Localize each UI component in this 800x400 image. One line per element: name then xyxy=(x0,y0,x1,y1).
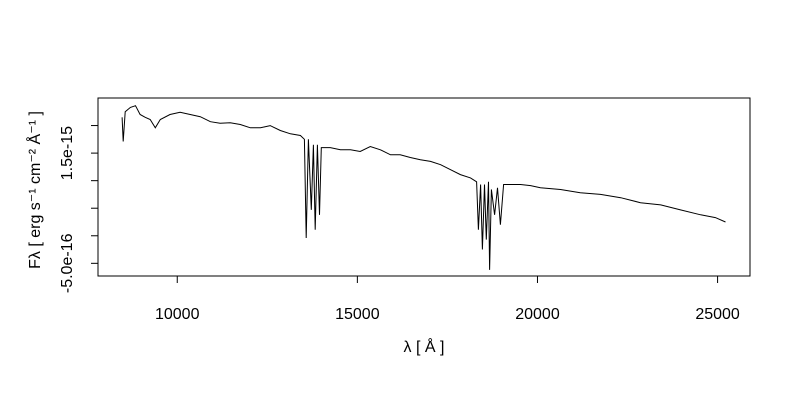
spectrum-line xyxy=(121,105,726,270)
x-tick-label: 15000 xyxy=(335,306,380,323)
y-axis-label: Fλ [ erg s⁻¹ cm⁻² Å⁻¹ ] xyxy=(25,111,44,269)
y-tick-label: 1.5e-15 xyxy=(59,126,76,180)
y-tick-label: -5.0e-16 xyxy=(59,233,76,293)
x-tick-label: 10000 xyxy=(155,306,200,323)
x-tick-label: 25000 xyxy=(695,306,740,323)
x-tick-label: 20000 xyxy=(515,306,560,323)
plot-frame xyxy=(97,97,751,277)
x-axis-label: λ [ Å ] xyxy=(404,337,445,356)
